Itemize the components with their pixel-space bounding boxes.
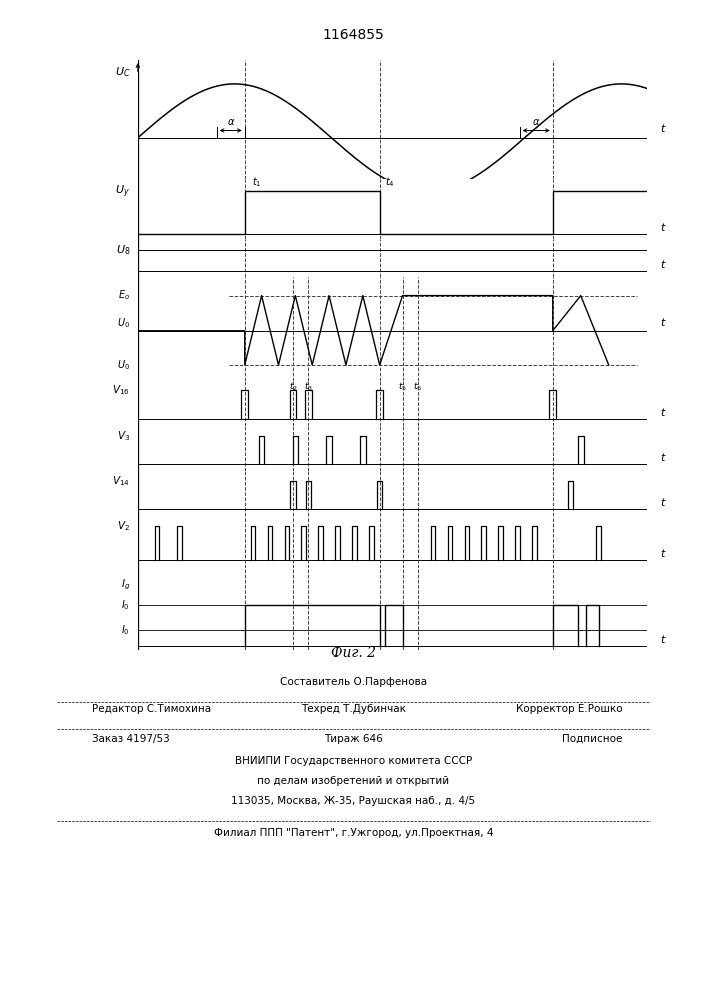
Text: 1164855: 1164855 (322, 28, 385, 42)
Text: $I_0$: $I_0$ (122, 623, 130, 637)
Text: $\alpha$: $\alpha$ (227, 117, 235, 127)
Text: Техред Т.Дубинчак: Техред Т.Дубинчак (301, 704, 406, 714)
Text: по делам изобретений и открытий: по делам изобретений и открытий (257, 776, 450, 786)
Text: Корректор Е.Рошко: Корректор Е.Рошко (515, 704, 622, 714)
Text: $t$: $t$ (660, 547, 666, 559)
Text: $V_{16}$: $V_{16}$ (112, 384, 130, 397)
Text: ВНИИПИ Государственного комитета СССР: ВНИИПИ Государственного комитета СССР (235, 756, 472, 766)
Text: $t$: $t$ (660, 451, 666, 463)
Text: $t_5$: $t_5$ (398, 380, 407, 393)
Text: Подписное: Подписное (562, 734, 622, 744)
Text: $t$: $t$ (660, 122, 666, 134)
Text: 113035, Москва, Ж-35, Раушская наб., д. 4/5: 113035, Москва, Ж-35, Раушская наб., д. … (231, 796, 476, 806)
Text: $U_0$: $U_0$ (117, 316, 130, 330)
Text: $t_4$: $t_4$ (385, 175, 395, 189)
Text: $t$: $t$ (660, 633, 666, 645)
Text: $t$: $t$ (660, 258, 666, 270)
Text: $U_0$: $U_0$ (117, 358, 130, 372)
Text: $t_6$: $t_6$ (413, 380, 423, 393)
Text: $t$: $t$ (660, 316, 666, 328)
Text: Заказ 4197/53: Заказ 4197/53 (92, 734, 170, 744)
Text: $t_3$: $t_3$ (304, 380, 313, 393)
Text: $U_8$: $U_8$ (116, 243, 130, 257)
Text: $\alpha$: $\alpha$ (532, 117, 540, 127)
Text: $t$: $t$ (660, 406, 666, 418)
Text: $I_0$: $I_0$ (122, 598, 130, 612)
Text: $E_o$: $E_o$ (118, 289, 130, 302)
Text: Тираж 646: Тираж 646 (324, 734, 383, 744)
Text: $t$: $t$ (660, 221, 666, 233)
Text: $t$: $t$ (660, 496, 666, 508)
Text: Фиг. 2: Фиг. 2 (331, 646, 376, 660)
Text: Составитель О.Парфенова: Составитель О.Парфенова (280, 677, 427, 687)
Text: $t_1$: $t_1$ (252, 175, 262, 189)
Text: $U_C$: $U_C$ (115, 65, 130, 79)
Text: $V_{14}$: $V_{14}$ (112, 474, 130, 488)
Text: $t_2$: $t_2$ (288, 380, 298, 393)
Text: $V_3$: $V_3$ (117, 430, 130, 443)
Text: $V_2$: $V_2$ (117, 520, 130, 533)
Text: Филиал ППП "Патент", г.Ужгород, ул.Проектная, 4: Филиал ППП "Патент", г.Ужгород, ул.Проек… (214, 828, 493, 838)
Text: $I_g$: $I_g$ (121, 578, 130, 592)
Text: $U_y$: $U_y$ (115, 183, 130, 200)
Text: Редактор С.Тимохина: Редактор С.Тимохина (92, 704, 211, 714)
